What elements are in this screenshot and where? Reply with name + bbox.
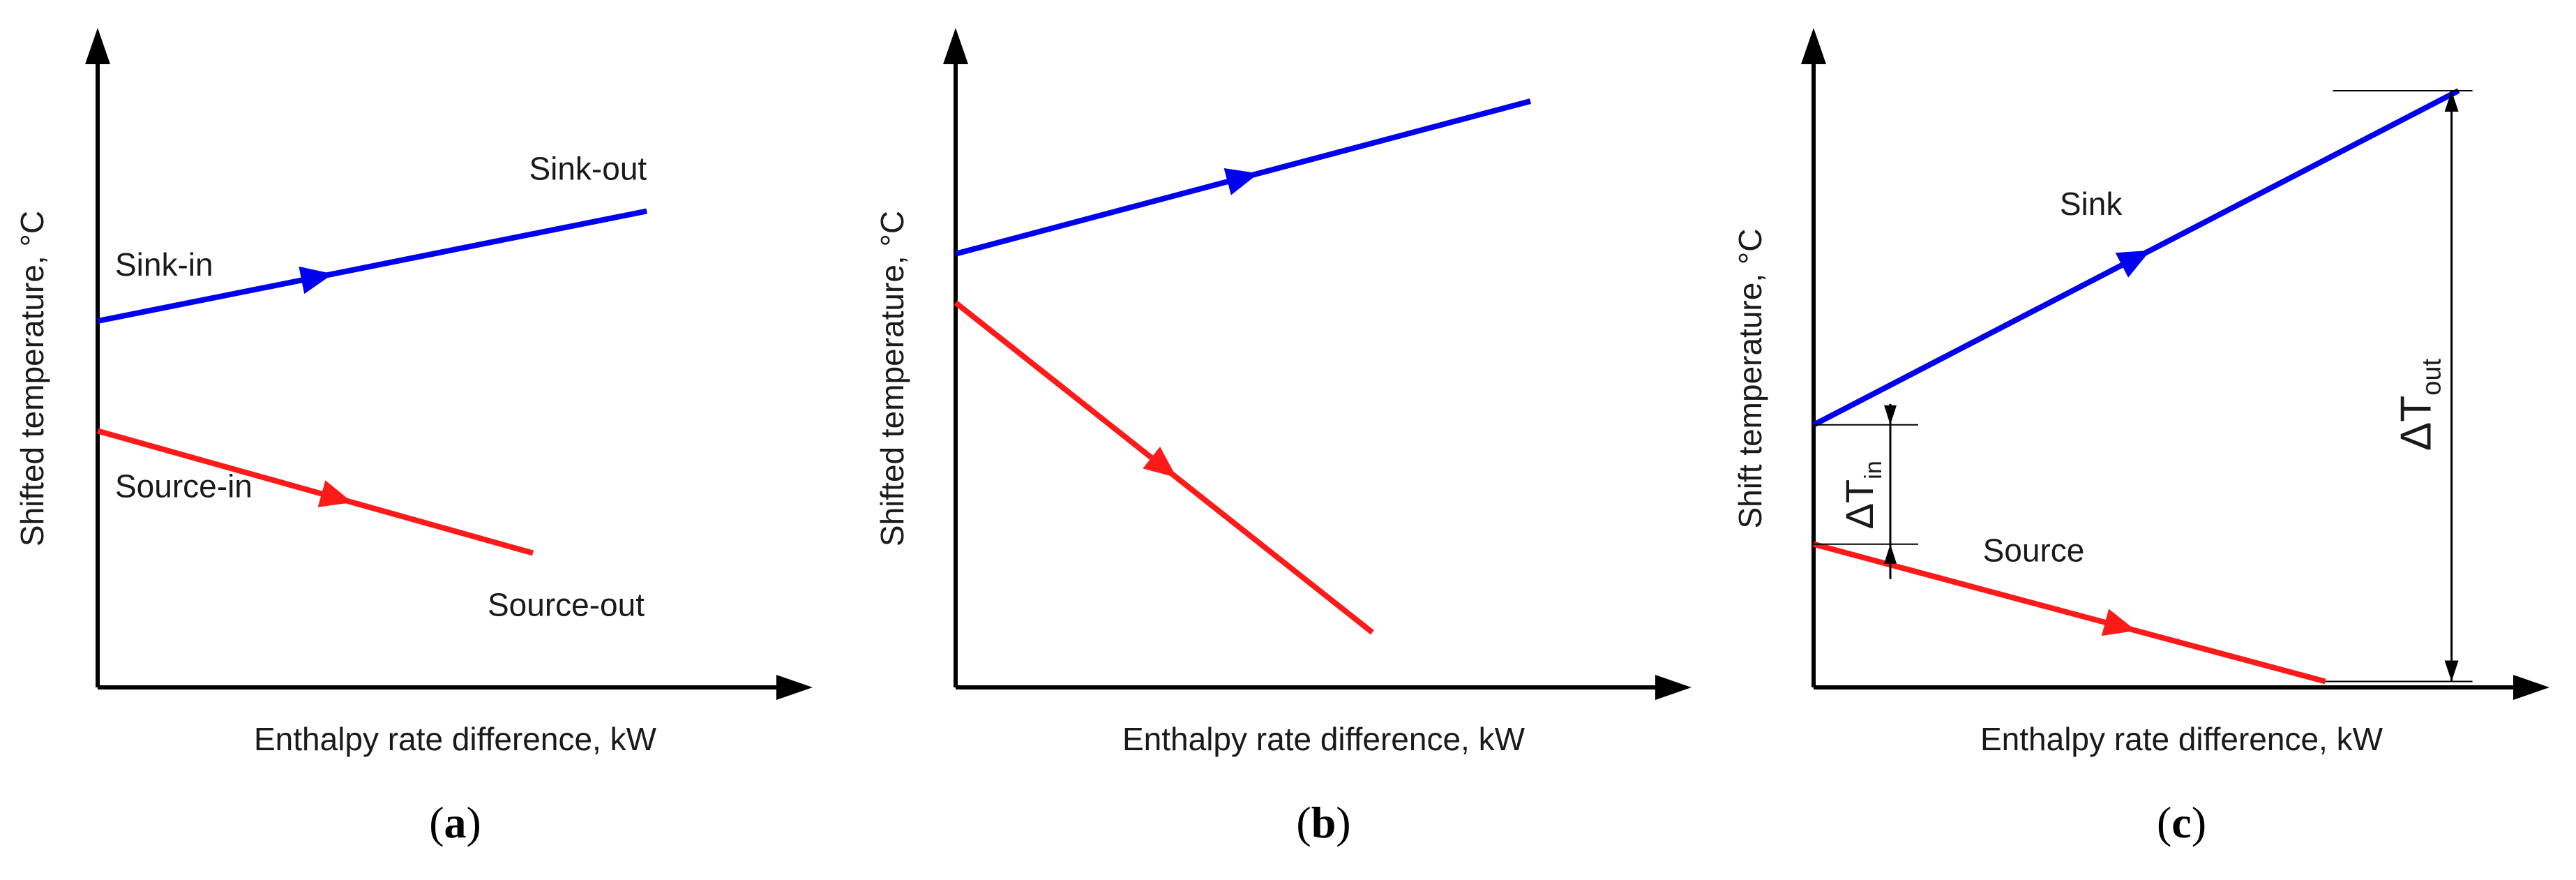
sink-label: Sink-in bbox=[115, 246, 213, 283]
x-axis-arrow-icon bbox=[1655, 675, 1692, 700]
y-axis-arrow-icon bbox=[1801, 28, 1826, 64]
source-direction-arrow-icon bbox=[2101, 609, 2137, 636]
panel-a: Enthalpy rate difference, kW Shifted temp… bbox=[14, 28, 813, 847]
panel-b: Enthalpy rate difference, kW Shifted temp… bbox=[874, 28, 1692, 847]
y-axis-arrow-icon bbox=[943, 28, 968, 64]
delta-t-in-arrow-icon bbox=[1884, 405, 1897, 425]
delta-t-in-symbol: ΔT bbox=[1837, 479, 1881, 530]
caption-open-paren: ( bbox=[2157, 798, 2171, 847]
caption-letter: b bbox=[1311, 798, 1336, 847]
source-line bbox=[1812, 541, 2326, 685]
delta-t-out-arrow-icon bbox=[2444, 91, 2459, 112]
delta-t-out-symbol: ΔT bbox=[2393, 396, 2441, 451]
delta-t-out-subscript: out bbox=[2418, 358, 2447, 395]
delta-t-in-label: ΔTin bbox=[1837, 461, 1887, 529]
sink-label: Sink-out bbox=[529, 151, 647, 187]
delta-t-out-label: ΔTout bbox=[2393, 358, 2447, 451]
x-axis-label: Enthalpy rate difference, kW bbox=[1980, 721, 2383, 757]
source-line bbox=[96, 428, 534, 556]
caption-close-paren: ) bbox=[467, 798, 481, 847]
source-label: Source-out bbox=[488, 587, 645, 623]
panel-c: Enthalpy rate difference, kW Shift temper… bbox=[1732, 28, 2549, 847]
y-axis-label: Shifted temperature, °C bbox=[874, 211, 910, 546]
delta-t-out-arrow-icon bbox=[2444, 660, 2459, 682]
source-label: Source bbox=[1983, 532, 2085, 568]
sink-line bbox=[97, 208, 647, 324]
y-axis-arrow-icon bbox=[85, 28, 110, 64]
sink-direction-arrow-icon bbox=[1223, 167, 1259, 195]
caption-close-paren: ) bbox=[1336, 798, 1350, 847]
panel-caption: (c) bbox=[2157, 798, 2206, 847]
x-axis-arrow-icon bbox=[776, 675, 813, 700]
source-direction-arrow-icon bbox=[1143, 447, 1177, 478]
sink-direction-arrow-icon bbox=[2115, 250, 2151, 278]
y-axis-label: Shifted temperature, °C bbox=[14, 211, 50, 546]
sink-label: Sink bbox=[2060, 186, 2123, 222]
x-axis-label: Enthalpy rate difference, kW bbox=[254, 721, 657, 757]
x-axis-label: Enthalpy rate difference, kW bbox=[1122, 721, 1526, 757]
delta-t-in-arrow-icon bbox=[1884, 544, 1897, 564]
panel-caption: (b) bbox=[1296, 798, 1350, 847]
panel-caption: (a) bbox=[429, 798, 481, 847]
caption-close-paren: ) bbox=[2192, 798, 2206, 847]
x-axis-arrow-icon bbox=[2513, 675, 2549, 700]
sink-direction-arrow-icon bbox=[299, 266, 333, 294]
caption-open-paren: ( bbox=[1296, 798, 1311, 847]
y-axis-label: Shift temperature, °C bbox=[1732, 228, 1768, 528]
source-label: Source-in bbox=[115, 468, 253, 505]
delta-t-in-subscript: in bbox=[1860, 461, 1887, 479]
source-direction-arrow-icon bbox=[317, 480, 353, 507]
caption-open-paren: ( bbox=[429, 798, 444, 847]
caption-letter: c bbox=[2171, 798, 2191, 847]
caption-letter: a bbox=[444, 798, 467, 847]
